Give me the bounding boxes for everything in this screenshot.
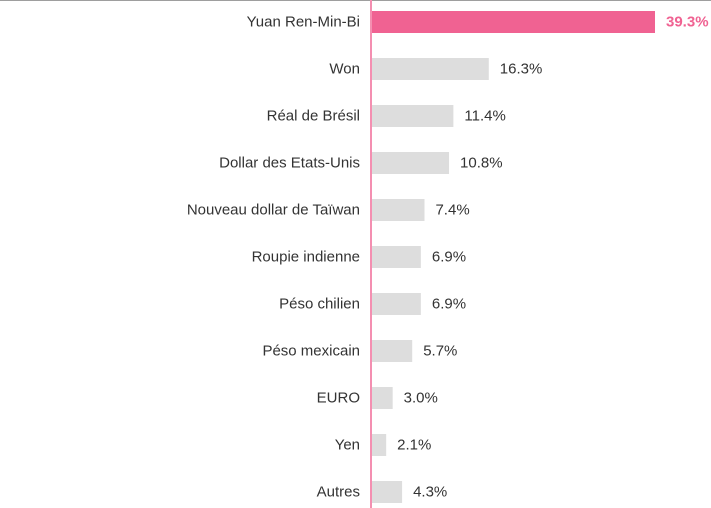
bar-row: Yen 2.1% xyxy=(335,434,431,456)
bars-group: Yuan Ren-Min-Bi 39.3% Won 16.3% Réal de Brés… xyxy=(187,11,709,503)
bar xyxy=(371,434,387,456)
value-label: 7.4% xyxy=(435,202,469,219)
bar-row: Won 16.3% xyxy=(329,58,542,80)
category-label: Péso chilien xyxy=(279,296,360,313)
bar xyxy=(371,481,403,503)
value-label: 6.9% xyxy=(432,296,466,313)
bar-row: Yuan Ren-Min-Bi 39.3% xyxy=(247,11,709,33)
category-label: Yuan Ren-Min-Bi xyxy=(247,14,360,31)
bar xyxy=(371,58,489,80)
value-label: 6.9% xyxy=(432,249,466,266)
bar xyxy=(371,246,421,268)
bar xyxy=(371,152,450,174)
value-label: 16.3% xyxy=(500,61,543,78)
bar-row: Péso mexicain 5.7% xyxy=(262,340,457,362)
category-label: Won xyxy=(329,61,360,78)
bar-row: EURO 3.0% xyxy=(317,387,438,409)
value-label: 11.4% xyxy=(464,108,505,125)
value-label: 2.1% xyxy=(397,437,431,454)
bar-row: Autres 4.3% xyxy=(317,481,447,503)
bar xyxy=(371,340,413,362)
bar xyxy=(371,11,655,33)
category-label: EURO xyxy=(317,390,360,407)
bar xyxy=(371,387,393,409)
category-label: Roupie indienne xyxy=(252,249,360,266)
bar-row: Nouveau dollar de Taïwan 7.4% xyxy=(187,199,470,221)
value-label: 4.3% xyxy=(413,484,447,501)
category-label: Dollar des Etats-Unis xyxy=(219,155,360,172)
category-label: Yen xyxy=(335,437,360,454)
bar xyxy=(371,293,421,315)
value-label: 3.0% xyxy=(404,390,438,407)
category-label: Réal de Brésil xyxy=(267,108,360,125)
value-label: 10.8% xyxy=(460,155,503,172)
bar-row: Dollar des Etats-Unis 10.8% xyxy=(219,152,503,174)
category-label: Autres xyxy=(317,484,360,501)
value-label: 5.7% xyxy=(423,343,457,360)
bar xyxy=(371,199,425,221)
value-label: 39.3% xyxy=(666,14,709,31)
bar-row: Réal de Brésil 11.4% xyxy=(267,105,506,127)
bar-row: Roupie indienne 6.9% xyxy=(252,246,466,268)
category-label: Nouveau dollar de Taïwan xyxy=(187,202,360,219)
bar xyxy=(371,105,454,127)
category-label: Péso mexicain xyxy=(262,343,360,360)
bar-row: Péso chilien 6.9% xyxy=(279,293,466,315)
